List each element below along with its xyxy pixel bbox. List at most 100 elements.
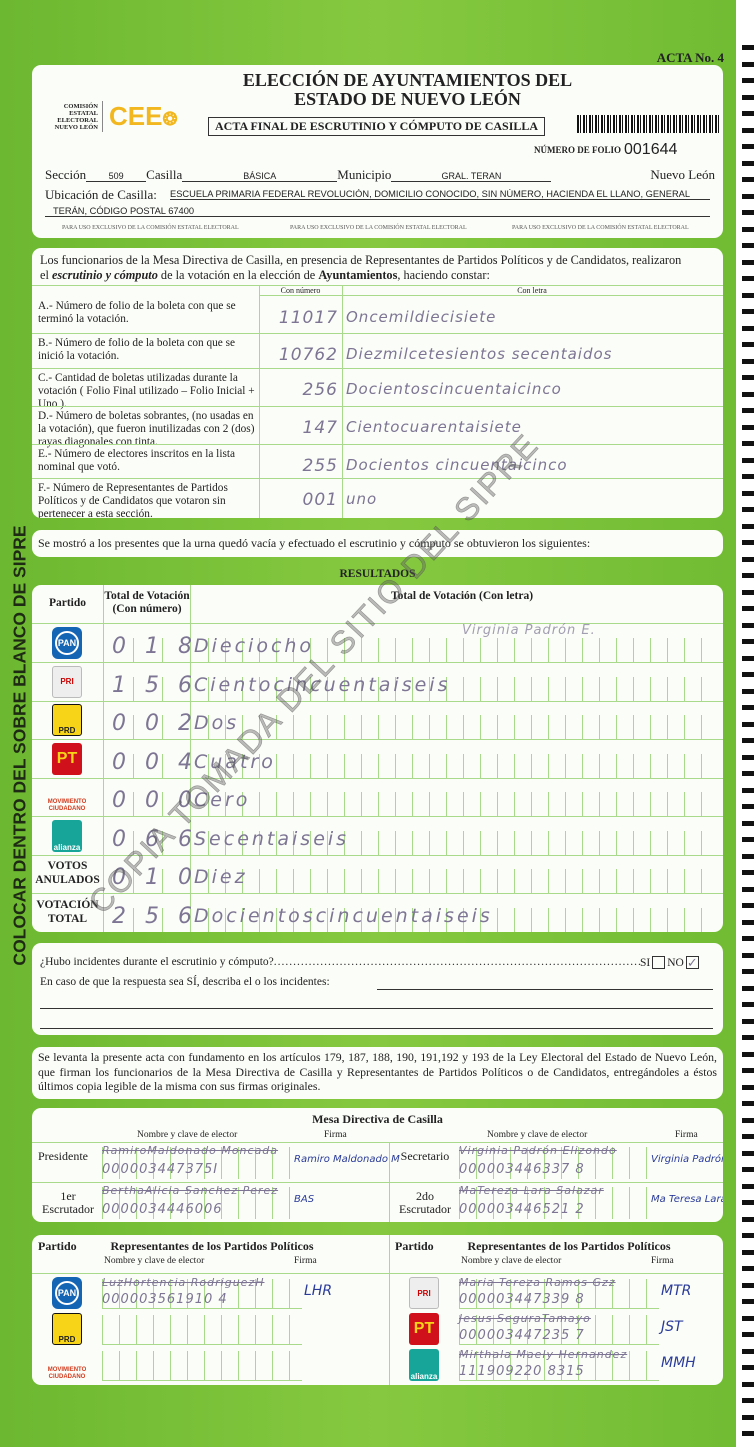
vote-letters[interactable]: Dos [194,712,240,734]
party-logo-prd-icon: PRD [52,1313,82,1345]
vote-number[interactable]: 0 1 8 [112,634,198,659]
answer-letters[interactable]: Docientoscincuentaicinco [346,380,562,398]
timing-mark [742,771,754,776]
question-label: D.- Número de boletas sobrantes, (no usa… [38,410,255,448]
vote-number[interactable]: 2 5 6 [112,903,198,929]
member-clave[interactable]: 000003447375I [102,1162,219,1177]
name-boxes[interactable] [102,1315,302,1345]
vote-number[interactable]: 0 0 2 [112,711,198,736]
letter-boxes[interactable] [208,638,715,662]
vote-letters[interactable]: Diez [194,866,248,888]
answer-letters[interactable]: Diezmilcetesientos secentaidos [346,345,613,363]
name-boxes[interactable] [102,1187,302,1219]
role-label: Presidente [38,1149,88,1163]
vote-letters[interactable]: Cuatro [194,750,276,773]
name-boxes[interactable] [459,1279,659,1309]
timing-mark [742,886,754,892]
letter-boxes[interactable] [208,830,715,855]
party-label: MOVIMIENTO CIUDADANO [47,1367,87,1380]
urna-statement: Se mostró a los presentes que la urna qu… [38,536,591,550]
vote-letters[interactable]: Docientoscincuentaiseis [194,904,493,927]
incidents-line[interactable] [377,989,713,990]
timing-mark [742,358,754,364]
name-boxes[interactable] [459,1187,659,1219]
letter-boxes[interactable] [208,715,715,739]
rep-clave[interactable]: 000003447235 7 [459,1328,585,1343]
role-label: 1er Escrutador [42,1189,94,1216]
letter-boxes[interactable] [208,792,715,816]
folio-label: NÚMERO DE FOLIO [534,145,622,155]
t: escrutinio y cómputo [51,268,158,282]
answer-number[interactable]: 255 [302,456,338,476]
member-name[interactable]: MaTereza Lara Salazar [459,1184,604,1197]
party-logo-prd-icon: PRD [52,704,82,736]
rep-clave[interactable]: 000003561910 4 [102,1292,228,1307]
intro-line: el escrutinio y cómputo de la votación e… [40,268,720,283]
answer-number[interactable]: 147 [302,418,338,438]
timing-mark [742,1117,754,1123]
municipio-value: GRAL. TERAN [391,171,552,182]
member-name[interactable]: RamiroMaldonado Moncada [102,1144,279,1157]
rep-clave[interactable]: 000003447339 8 [459,1292,585,1307]
incidents-line[interactable] [40,1028,713,1029]
rep-clave[interactable]: 111909220 8315 [459,1364,585,1379]
name-boxes[interactable] [102,1147,302,1179]
rep-name[interactable]: LuzHortencia RodriguezH [102,1276,265,1289]
incidents-line[interactable] [40,1008,713,1009]
timing-mark [742,1315,754,1321]
letter-boxes[interactable] [208,869,715,893]
timing-mark [742,1134,754,1139]
answer-number[interactable]: 001 [302,490,338,510]
rep-name[interactable]: Maria Tereza Ramos Gzz [459,1276,616,1289]
letter-boxes[interactable] [208,907,715,932]
vote-letters[interactable]: Cero [194,789,251,811]
answer-number[interactable]: 256 [302,380,338,400]
incidents-question: ¿Hubo incidentes durante el escrutinio y… [40,956,640,968]
answer-letters[interactable]: uno [346,490,378,508]
row-divider [32,368,723,369]
timing-mark [742,721,754,727]
t: , haciendo constar: [397,268,490,282]
name-boxes[interactable] [459,1315,659,1345]
rep-name[interactable]: Jesus SeguraTamayo [459,1312,591,1325]
name-boxes[interactable] [102,1279,302,1309]
answer-letters[interactable]: Docientos cincuentaicinco [346,456,568,474]
letter-boxes[interactable] [208,753,715,778]
answer-letters[interactable]: Cientocuarentaisiete [346,418,522,436]
vote-letters[interactable]: Secentaiseis [194,827,350,850]
member-name[interactable]: Virginia Padrón Elizondo [459,1144,617,1157]
org-line: ESTATAL [69,110,98,117]
header-panel: ELECCIÓN DE AYUNTAMIENTOS DEL ESTADO DE … [32,65,723,238]
letter-boxes[interactable] [208,676,715,701]
rep-signature: MMH [661,1355,696,1371]
member-clave[interactable]: 0000034446006 [102,1202,223,1217]
vote-number[interactable]: 0 0 0 [112,788,198,813]
answer-number[interactable]: 10762 [278,345,338,365]
member-clave[interactable]: 000003446521 2 [459,1202,585,1217]
rep-name[interactable]: Mirthala Maely Hernandez [459,1348,628,1361]
answer-letters[interactable]: Oncemildiecisiete [346,308,497,326]
org-line: ELECTORAL [57,117,98,124]
vote-number[interactable]: 1 5 6 [112,672,198,698]
timing-mark [742,490,754,496]
vote-letters[interactable]: Dieciocho [194,635,315,657]
digit-divider [162,869,163,893]
vote-number[interactable]: 0 6 6 [112,826,198,852]
member-name[interactable]: BerthaAlicia Sanchez Perez [102,1184,279,1197]
vote-number[interactable]: 0 0 4 [112,749,198,775]
incidents-answer: SI NO ✓ [640,956,699,969]
party-label: PRI [417,1288,431,1298]
timing-mark [742,1101,754,1106]
name-boxes[interactable] [459,1351,659,1381]
timing-mark [742,243,754,248]
name-boxes[interactable] [459,1147,659,1179]
vote-number[interactable]: 0 1 0 [112,865,198,890]
timing-mark [742,292,754,298]
name-boxes[interactable] [102,1351,302,1381]
no-checkbox[interactable]: ✓ [685,955,699,970]
answer-number[interactable]: 11017 [278,308,338,328]
member-clave[interactable]: 000003446337 8 [459,1162,585,1177]
si-checkbox[interactable] [652,956,666,969]
timing-mark [742,1414,754,1420]
vote-letters[interactable]: Cientocincuentaiseis [194,673,451,696]
